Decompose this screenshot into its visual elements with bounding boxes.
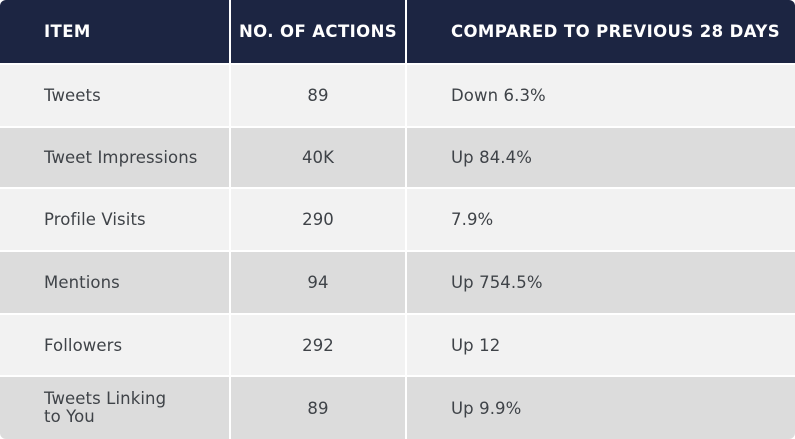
header-no-of-actions: NO. OF ACTIONS [229,0,405,63]
header-item: ITEM [0,0,229,63]
row-followers-compared: Up 12 [405,313,795,375]
row-tweets-linking-actions: 89 [229,375,405,439]
row-tweets-compared: Down 6.3% [405,63,795,126]
row-profile-visits-actions: 290 [229,187,405,250]
row-followers-actions: 292 [229,313,405,375]
row-tweets-linking-item-line1: Tweets Linking [44,389,167,408]
row-mentions-actions: 94 [229,250,405,313]
row-followers-item: Followers [0,313,229,375]
row-tweets-linking-compared: Up 9.9% [405,375,795,439]
row-impressions-actions: 40K [229,126,405,187]
row-impressions-item: Tweet Impressions [0,126,229,187]
row-profile-visits-compared: 7.9% [405,187,795,250]
row-tweets-item: Tweets [0,63,229,126]
row-tweets-linking-item: Tweets Linking to You [0,375,229,439]
row-tweets-actions: 89 [229,63,405,126]
row-impressions-compared: Up 84.4% [405,126,795,187]
row-tweets-linking-item-line2: to You [44,407,95,426]
row-mentions-compared: Up 754.5% [405,250,795,313]
row-mentions-item: Mentions [0,250,229,313]
header-compared: COMPARED TO PREVIOUS 28 DAYS [405,0,795,63]
row-profile-visits-item: Profile Visits [0,187,229,250]
